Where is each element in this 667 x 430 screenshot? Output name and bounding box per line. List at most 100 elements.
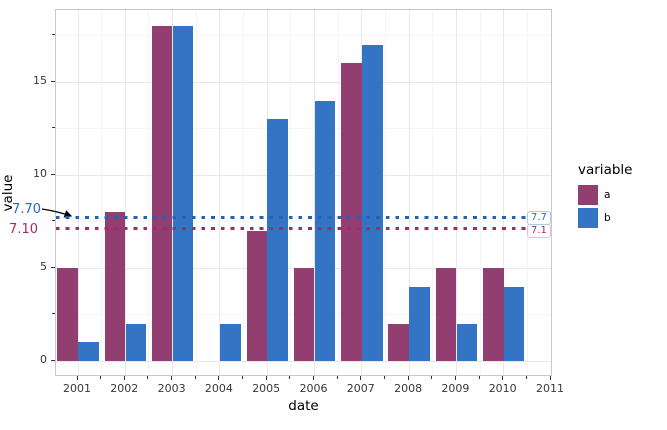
- bar-b-2007: [362, 44, 383, 361]
- legend-item-a: a: [578, 185, 632, 205]
- bar-a-2002: [104, 212, 126, 361]
- x-minor-tick-mark: [242, 376, 244, 379]
- legend-swatch-b: [578, 208, 598, 228]
- grid-minor-h: [56, 35, 551, 36]
- grid-major-v: [550, 10, 551, 375]
- x-tick-label: 2007: [346, 382, 375, 395]
- grid-minor-h: [56, 221, 551, 222]
- x-tick-label: 2011: [536, 382, 564, 395]
- grid-minor-v: [148, 10, 150, 375]
- legend-label: b: [604, 212, 611, 224]
- x-tick-mark: [360, 376, 362, 380]
- bar-b-2001: [78, 342, 99, 361]
- x-minor-tick-mark: [478, 376, 480, 379]
- x-tick-mark: [502, 376, 504, 380]
- x-tick-mark: [313, 376, 314, 380]
- x-tick-label: 2004: [204, 382, 233, 395]
- grid-major-v: [172, 10, 174, 375]
- legend-swatch-a: [578, 185, 598, 205]
- y-tick-mark: [51, 80, 55, 82]
- grid-minor-v: [479, 10, 481, 375]
- bar-a-2006: [293, 268, 315, 361]
- y-minor-tick-mark: [52, 34, 55, 35]
- grid-major-v: [124, 10, 126, 375]
- x-tick-mark: [123, 376, 125, 380]
- bar-a-2008: [388, 323, 409, 361]
- x-tick-label: 2005: [252, 382, 281, 395]
- bar-b-2006: [314, 100, 336, 361]
- bar-b-2002: [125, 323, 146, 361]
- y-tick-label: 10: [33, 167, 47, 180]
- y-tick-mark: [51, 266, 55, 268]
- grid-minor-v: [384, 10, 386, 375]
- y-tick-mark: [51, 173, 55, 175]
- y-tick-label: 15: [33, 74, 47, 87]
- y-minor-tick-mark: [52, 220, 55, 221]
- y-minor-tick-mark: [52, 127, 55, 128]
- x-minor-tick-mark: [100, 376, 102, 379]
- x-minor-tick-mark: [383, 376, 385, 379]
- grid-major-v: [408, 10, 410, 375]
- grid-major-v: [77, 10, 79, 375]
- x-minor-tick-mark: [431, 376, 433, 379]
- bar-a-2010: [483, 268, 504, 361]
- legend-label: a: [604, 189, 611, 201]
- x-minor-tick-mark: [289, 376, 291, 379]
- x-tick-mark: [171, 376, 173, 380]
- grid-major-v: [455, 10, 457, 375]
- x-minor-tick-mark: [147, 376, 149, 379]
- hline-left-label-7-10: 7.10: [9, 222, 38, 237]
- arrow-annotation-icon: [41, 208, 73, 218]
- grid-minor-v: [101, 10, 103, 375]
- bar-a-2007: [341, 63, 362, 361]
- grid-minor-h: [56, 128, 551, 129]
- grid-major-v: [503, 10, 505, 375]
- bar-b-2003: [172, 26, 194, 361]
- x-tick-label: 2010: [488, 382, 517, 395]
- x-axis-title: date: [288, 398, 319, 414]
- x-tick-mark: [549, 376, 551, 380]
- hline-right-label-7-1: 7.1: [527, 224, 551, 238]
- hline-left-label-7-70: 7.70: [12, 202, 41, 217]
- grid-major-v: [219, 10, 221, 375]
- x-tick-label: 2001: [63, 382, 91, 395]
- x-tick-mark: [454, 376, 456, 380]
- hline-7.1: [56, 226, 551, 231]
- legend-item-b: b: [578, 208, 632, 228]
- x-minor-tick-mark: [194, 376, 196, 379]
- x-tick-label: 2009: [441, 382, 470, 395]
- grid-minor-v: [243, 10, 245, 375]
- grid-minor-v: [290, 10, 292, 375]
- y-tick-mark: [51, 359, 55, 361]
- hline-right-label-7-7: 7.7: [527, 211, 551, 225]
- x-tick-label: 2008: [394, 382, 423, 395]
- x-tick-mark: [218, 376, 220, 380]
- bar-b-2008: [409, 286, 430, 361]
- grid-minor-v: [337, 10, 339, 375]
- grid-major-v: [361, 10, 363, 375]
- x-tick-label: 2002: [110, 382, 139, 395]
- grid-major-h: [56, 81, 551, 83]
- y-minor-tick-mark: [52, 313, 55, 314]
- bar-b-2010: [503, 286, 525, 361]
- hline-7.7: [56, 215, 551, 220]
- x-minor-tick-mark: [336, 376, 338, 379]
- grid-major-h: [56, 174, 551, 176]
- y-tick-label: 0: [40, 353, 47, 366]
- bar-b-2005: [267, 119, 288, 361]
- grid-minor-v: [432, 10, 434, 375]
- x-tick-label: 2006: [299, 382, 328, 395]
- x-tick-mark: [265, 376, 267, 380]
- grid-minor-v: [526, 10, 528, 375]
- bar-b-2004: [220, 323, 241, 361]
- x-tick-label: 2003: [157, 382, 186, 395]
- grid-major-v: [266, 10, 268, 375]
- plot-panel: [55, 9, 552, 376]
- bar-a-2005: [246, 230, 267, 361]
- x-minor-tick-mark: [525, 376, 527, 379]
- bar-a-2003: [151, 26, 173, 361]
- grid-major-v: [314, 10, 315, 375]
- y-tick-label: 5: [40, 260, 47, 273]
